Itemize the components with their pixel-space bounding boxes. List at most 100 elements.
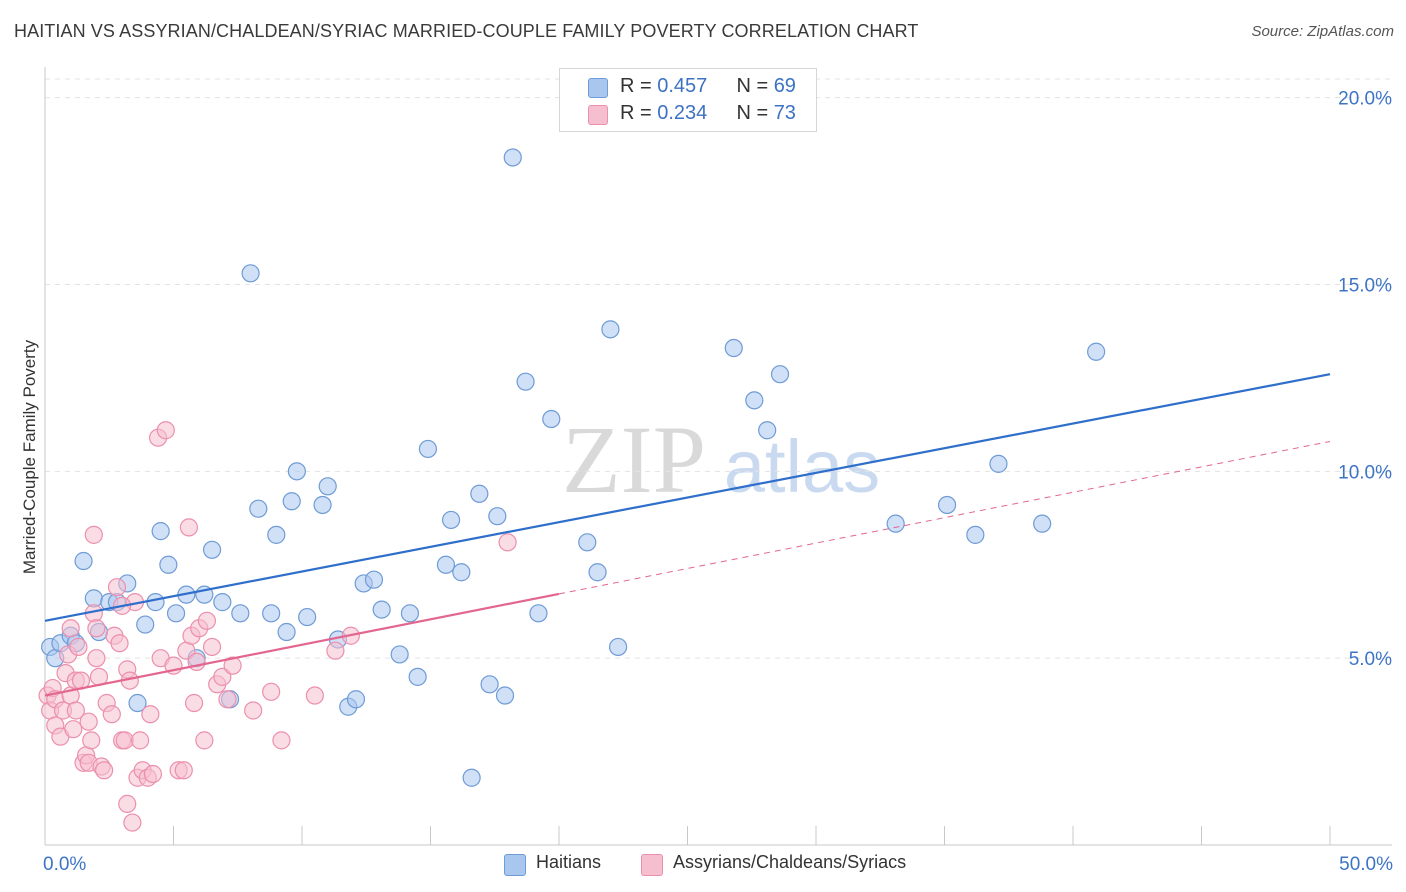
data-point [143, 764, 163, 784]
data-point [213, 667, 232, 686]
data-point [364, 570, 384, 589]
data-point [151, 522, 170, 541]
data-point [195, 731, 214, 750]
data-point [298, 607, 317, 627]
data-point [578, 533, 597, 552]
legend-text: R = 0.457 N = 69 [620, 75, 796, 98]
x-tick-label-min: 0.0% [43, 854, 86, 875]
data-point [495, 686, 515, 705]
trend-line-haitians [44, 373, 1331, 622]
data-point [66, 701, 85, 720]
watermark-atlas: atlas [724, 425, 880, 508]
data-point [724, 338, 743, 358]
assyrians-label: Assyrians/Chaldeans/Syriacs [673, 852, 907, 872]
data-point [529, 604, 548, 623]
data-point [128, 693, 147, 713]
data-point [187, 652, 206, 672]
n-value: 69 [773, 75, 796, 97]
data-point [346, 690, 366, 709]
data-point [1087, 342, 1106, 361]
y-axis-label: Married-Couple Family Poverty [20, 339, 39, 575]
data-point [197, 611, 217, 630]
data-point [758, 421, 777, 440]
n-label: N = [736, 75, 774, 97]
data-point [516, 372, 535, 391]
data-point [156, 421, 175, 440]
r-value: 0.457 [657, 75, 708, 97]
watermark-zip: ZIP [562, 406, 706, 513]
data-point [937, 495, 957, 515]
data-point [244, 701, 263, 720]
data-point [488, 507, 507, 526]
r-label: R = [620, 102, 658, 124]
data-point [400, 604, 420, 623]
data-point [886, 514, 905, 533]
haitians-points [41, 148, 1106, 787]
data-point [436, 555, 456, 574]
x-tick-label-max: 50.0% [1339, 854, 1393, 875]
data-point [418, 439, 438, 459]
data-point [1033, 514, 1052, 533]
data-point [82, 731, 101, 750]
data-point [390, 645, 409, 664]
data-point [87, 619, 106, 638]
data-point [287, 462, 306, 481]
data-point [213, 593, 232, 612]
data-point [277, 622, 296, 642]
data-point [480, 675, 499, 694]
data-point [123, 813, 142, 832]
data-point [989, 454, 1008, 473]
data-point [462, 768, 481, 787]
data-point [202, 540, 222, 559]
data-point [102, 705, 121, 724]
data-point [441, 510, 461, 530]
data-point [470, 484, 489, 503]
data-point [966, 525, 985, 544]
data-point [745, 391, 764, 410]
y-tick-label: 10.0% [1338, 462, 1392, 483]
data-point [166, 604, 186, 623]
data-point [326, 641, 345, 660]
data-point [262, 682, 281, 701]
data-point [69, 637, 88, 657]
data-point [174, 761, 193, 780]
y-tick-label: 20.0% [1338, 89, 1392, 110]
data-point [249, 499, 268, 518]
data-point [770, 365, 790, 384]
data-point [223, 656, 242, 675]
data-point [84, 525, 103, 544]
data-point [272, 731, 291, 750]
data-point [141, 705, 160, 724]
data-point [498, 533, 517, 552]
data-point [542, 409, 561, 429]
data-point [408, 667, 427, 686]
data-point [130, 731, 150, 750]
source-credit: Source: ZipAtlas.com [1251, 23, 1394, 40]
data-point [110, 634, 129, 653]
data-point [305, 686, 324, 705]
data-point [218, 690, 237, 709]
data-point [107, 578, 127, 597]
correlation-legend: R = 0.457 N = 69 R = 0.234 N = 73 [559, 68, 817, 132]
r-label: R = [620, 75, 658, 97]
y-tick-label: 5.0% [1349, 649, 1392, 670]
data-point [184, 693, 204, 713]
data-point [146, 593, 165, 612]
haitians-swatch [504, 854, 526, 876]
data-point [452, 563, 471, 582]
data-point [503, 148, 522, 167]
data-point [136, 615, 155, 634]
r-value: 0.234 [657, 102, 708, 124]
data-point [179, 518, 199, 537]
legend-text: R = 0.234 N = 73 [620, 102, 796, 125]
data-point [313, 495, 332, 515]
data-point [241, 264, 260, 283]
trend-line-assyrians-projection [558, 440, 1331, 595]
data-point [87, 649, 106, 668]
data-point [372, 600, 391, 619]
data-point [601, 320, 620, 339]
n-label: N = [736, 102, 774, 124]
n-value: 73 [773, 102, 796, 124]
data-point [588, 563, 607, 582]
